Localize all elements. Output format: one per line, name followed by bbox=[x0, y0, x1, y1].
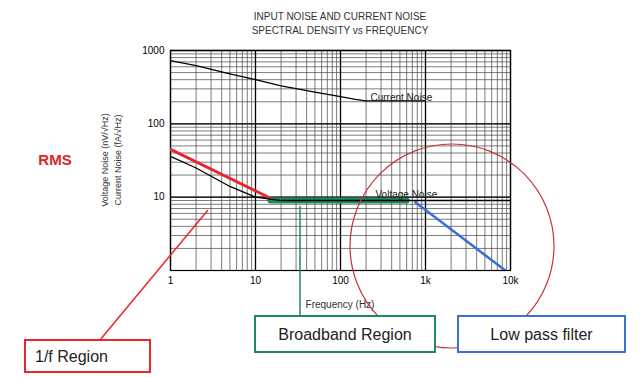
svg-text:INPUT NOISE AND CURRENT NOISE: INPUT NOISE AND CURRENT NOISE bbox=[254, 11, 427, 22]
svg-text:1000: 1000 bbox=[142, 45, 165, 56]
svg-text:Low pass filter: Low pass filter bbox=[490, 326, 593, 343]
svg-text:100: 100 bbox=[148, 118, 165, 129]
svg-text:Current Noise: Current Noise bbox=[371, 92, 433, 103]
svg-text:1/f Region: 1/f Region bbox=[35, 348, 108, 365]
svg-text:1: 1 bbox=[168, 275, 174, 286]
svg-text:Broadband Region: Broadband Region bbox=[278, 326, 411, 343]
svg-text:SPECTRAL DENSITY vs FREQUENCY: SPECTRAL DENSITY vs FREQUENCY bbox=[252, 25, 429, 36]
svg-text:10k: 10k bbox=[502, 275, 519, 286]
svg-text:1k: 1k bbox=[420, 275, 432, 286]
svg-text:Current Noise (fA/√Hz): Current Noise (fA/√Hz) bbox=[113, 115, 123, 206]
svg-text:Frequency (Hz): Frequency (Hz) bbox=[306, 299, 375, 310]
svg-text:10: 10 bbox=[250, 275, 262, 286]
svg-text:RMS: RMS bbox=[38, 151, 71, 168]
svg-text:10: 10 bbox=[153, 191, 165, 202]
svg-text:Voltage Noise: Voltage Noise bbox=[376, 189, 438, 200]
svg-text:100: 100 bbox=[332, 275, 349, 286]
svg-text:Voltage Noise (nV/√Hz): Voltage Noise (nV/√Hz) bbox=[100, 113, 110, 206]
